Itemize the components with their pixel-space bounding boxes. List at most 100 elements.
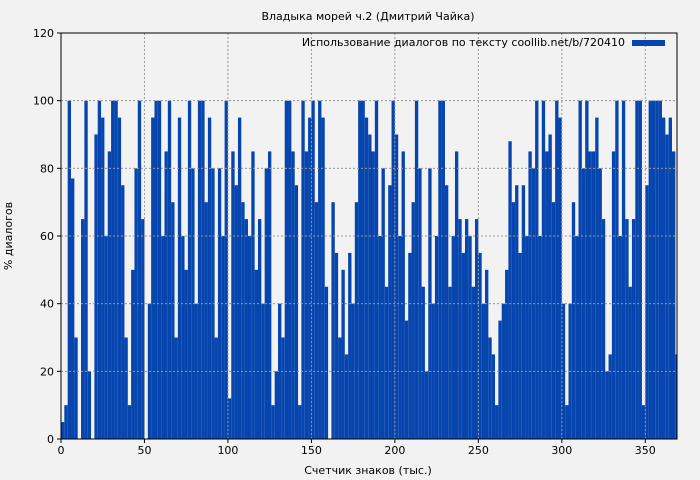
y-tick-label: 100: [33, 95, 54, 108]
bar: [488, 337, 492, 439]
bar: [641, 405, 646, 439]
bar: [665, 134, 669, 439]
bar: [214, 337, 218, 439]
bar: [211, 168, 215, 440]
bar: [281, 337, 285, 439]
bar: [84, 100, 88, 440]
bar: [548, 134, 552, 439]
bar: [378, 236, 382, 439]
bar: [418, 168, 422, 440]
bar: [167, 100, 172, 440]
bar: [438, 100, 442, 440]
bar: [288, 100, 292, 440]
legend: Использование диалогов по тексту coollib…: [302, 36, 665, 49]
bar: [458, 219, 462, 439]
bar: [491, 354, 496, 439]
bar: [71, 178, 75, 439]
bar: [364, 117, 369, 439]
bar: [374, 100, 379, 440]
bar: [558, 117, 562, 439]
bar: [371, 151, 375, 439]
bar: [194, 303, 198, 439]
bars: [61, 100, 677, 440]
bar: [304, 151, 309, 439]
bar: [638, 100, 642, 440]
bar: [64, 405, 68, 439]
bar: [675, 354, 677, 439]
bar: [648, 100, 652, 440]
y-tick-label: 40: [40, 298, 54, 311]
bar: [468, 236, 472, 439]
bar: [475, 219, 479, 439]
bar: [464, 219, 469, 439]
bar: [628, 286, 632, 439]
bar: [441, 100, 445, 440]
bar: [241, 202, 245, 439]
bar: [274, 371, 279, 439]
bar: [591, 151, 596, 439]
x-axis: 0 50 100 150 200 250 300 350: [58, 439, 656, 457]
bar: [404, 320, 409, 439]
bar: [645, 185, 649, 439]
bar: [294, 185, 299, 439]
bar: [384, 286, 389, 439]
bar: [61, 422, 65, 439]
bar: [461, 252, 465, 439]
bar: [104, 236, 108, 439]
chart-title: Владыка морей ч.2 (Дмитрий Чайка): [261, 10, 474, 23]
bar: [308, 117, 312, 439]
bar: [338, 337, 342, 439]
bar: [254, 269, 258, 439]
bar: [74, 337, 78, 439]
bar: [247, 236, 252, 439]
bar: [117, 117, 122, 439]
bar: [181, 236, 185, 439]
bar: [581, 168, 586, 440]
bar: [174, 337, 178, 439]
x-tick-label: 50: [137, 444, 151, 457]
bar: [535, 100, 539, 440]
bar: [81, 219, 85, 439]
bar: [298, 405, 302, 439]
bar: [411, 202, 415, 439]
bar: [177, 117, 182, 439]
bar: [368, 134, 372, 439]
bar: [485, 269, 489, 439]
bar: [434, 236, 439, 439]
bar: [414, 100, 419, 440]
bar: [314, 202, 319, 439]
bar: [505, 269, 509, 439]
bar: [67, 100, 72, 440]
x-tick-label: 350: [635, 444, 656, 457]
bar: [137, 100, 142, 440]
bar: [381, 168, 385, 440]
bar: [525, 236, 529, 439]
bar: [161, 236, 165, 439]
bar: [361, 100, 365, 440]
bar: [671, 151, 676, 439]
bar: [388, 185, 392, 439]
bar: [585, 100, 589, 440]
bar: [551, 202, 556, 439]
bar: [508, 141, 512, 439]
y-tick-label: 0: [47, 433, 54, 446]
bar: [611, 151, 616, 439]
bar: [191, 168, 195, 440]
bar: [481, 303, 486, 439]
bar: [154, 100, 158, 440]
bar: [271, 405, 275, 439]
y-tick-label: 120: [33, 27, 54, 40]
bar: [331, 202, 335, 439]
bar: [217, 168, 222, 440]
bar: [561, 303, 566, 439]
bar: [598, 168, 602, 440]
bar: [391, 100, 395, 440]
bar: [571, 202, 576, 439]
bar: [318, 100, 322, 440]
bar: [237, 117, 242, 439]
bar: [97, 100, 102, 440]
bar: [651, 100, 656, 440]
bar: [341, 269, 345, 439]
bar: [655, 100, 659, 440]
bar: [311, 100, 315, 440]
